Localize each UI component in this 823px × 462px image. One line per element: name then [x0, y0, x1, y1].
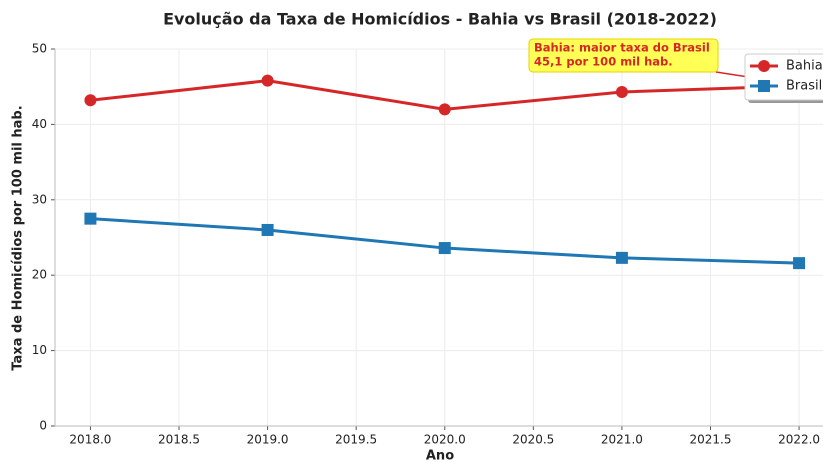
- y-tick-label: 30: [32, 192, 47, 206]
- x-tick-label: 2021.5: [689, 433, 731, 447]
- x-tick-label: 2020.5: [512, 433, 554, 447]
- x-tick-label: 2021.0: [601, 433, 643, 447]
- point: [793, 257, 806, 270]
- y-tick-label: 50: [32, 42, 47, 56]
- y-axis-label: Taxa de Homicídios por 100 mil hab.: [11, 105, 26, 370]
- chart-title: Evolução da Taxa de Homicídios - Bahia v…: [163, 10, 717, 29]
- point: [615, 251, 628, 264]
- y-tick-label: 10: [32, 343, 47, 357]
- x-tick-label: 2019.5: [335, 433, 377, 447]
- point: [438, 242, 451, 255]
- legend-label: Brasil: [786, 79, 822, 94]
- point: [261, 223, 274, 236]
- legend-marker: [758, 80, 770, 92]
- point: [438, 103, 451, 116]
- y-tick-label: 40: [32, 117, 47, 131]
- annotation-text: 45,1 por 100 mil hab.: [534, 55, 673, 69]
- annotation-text: Bahia: maior taxa do Brasil: [534, 41, 710, 55]
- point: [261, 74, 274, 87]
- point: [84, 94, 97, 107]
- point: [615, 85, 628, 98]
- y-tick-label: 20: [32, 268, 47, 282]
- x-tick-label: 2018.5: [158, 433, 200, 447]
- legend-marker: [758, 60, 770, 72]
- x-axis-label: Ano: [426, 449, 454, 462]
- x-tick-label: 2022.0: [778, 433, 820, 447]
- y-tick-label: 0: [39, 419, 47, 433]
- point: [84, 212, 97, 225]
- x-tick-label: 2019.0: [247, 433, 289, 447]
- annotation-box: [528, 38, 719, 73]
- legend-label: Bahia: [786, 59, 823, 74]
- x-tick-label: 2020.0: [424, 433, 466, 447]
- x-tick-label: 2018.0: [69, 433, 111, 447]
